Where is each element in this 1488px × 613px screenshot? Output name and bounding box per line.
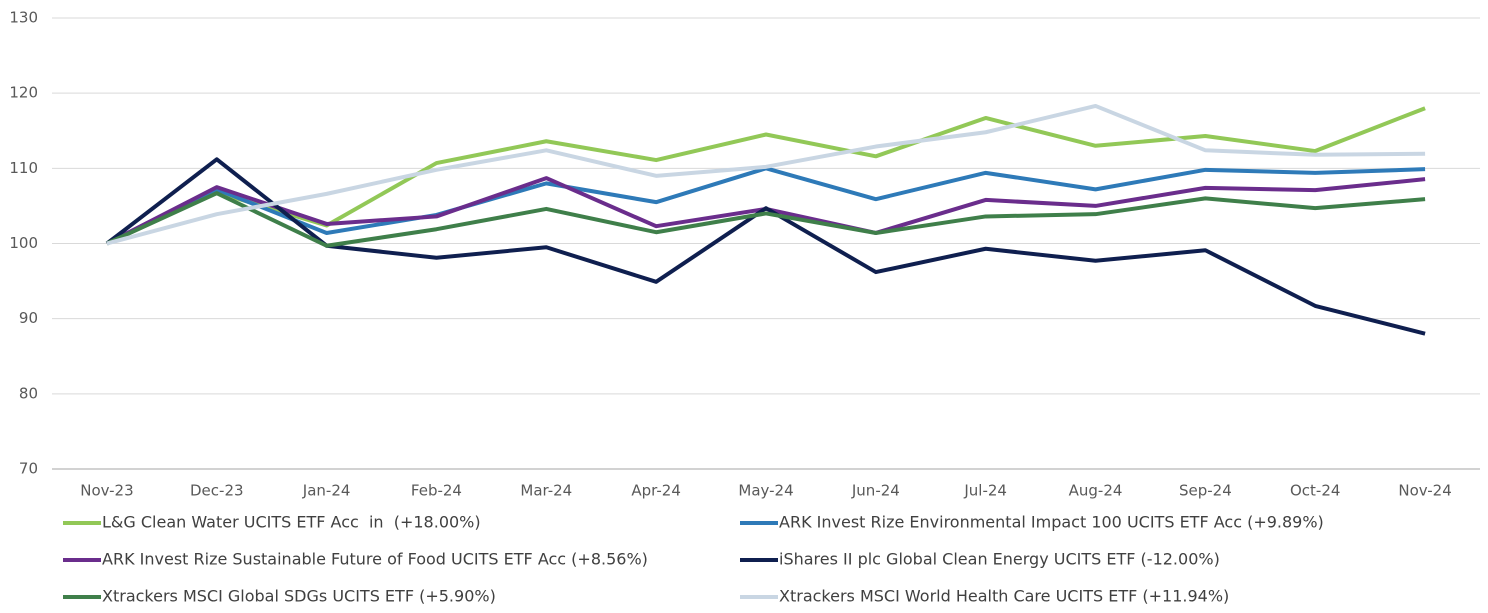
- x-tick-label: Feb-24: [411, 482, 462, 500]
- series-line: [106, 166, 1426, 246]
- legend-label: Xtrackers MSCI World Health Care UCITS E…: [779, 587, 1229, 606]
- x-tick-label: Aug-24: [1069, 482, 1123, 500]
- y-tick-label: 120: [9, 84, 38, 102]
- x-tick-label: Oct-24: [1290, 482, 1340, 500]
- x-tick-label: Nov-24: [1398, 482, 1451, 500]
- x-tick-label: May-24: [738, 482, 793, 500]
- x-tick-label: Mar-24: [520, 482, 572, 500]
- series-line: [106, 191, 1426, 248]
- y-tick-label: 130: [9, 9, 38, 27]
- legend-label: iShares II plc Global Clean Energy UCITS…: [779, 550, 1220, 569]
- legend-label: L&G Clean Water UCITS ETF Acc in (+18.00…: [102, 513, 481, 532]
- y-tick-label: 90: [19, 309, 38, 327]
- legend-label: ARK Invest Rize Environmental Impact 100…: [779, 513, 1324, 532]
- y-tick-label: 100: [9, 234, 38, 252]
- x-tick-label: Jul-24: [963, 482, 1007, 500]
- x-tick-label: Nov-23: [80, 482, 133, 500]
- x-tick-label: Dec-23: [190, 482, 244, 500]
- x-tick-label: Sep-24: [1179, 482, 1232, 500]
- legend-label: ARK Invest Rize Sustainable Future of Fo…: [102, 550, 648, 569]
- y-tick-label: 80: [19, 384, 38, 402]
- series-line: [105, 157, 1426, 336]
- legend-label: Xtrackers MSCI Global SDGs UCITS ETF (+5…: [102, 587, 496, 606]
- y-tick-label: 110: [9, 159, 38, 177]
- y-tick-label: 70: [19, 460, 38, 478]
- x-tick-label: Jan-24: [302, 482, 351, 500]
- x-tick-label: Apr-24: [631, 482, 681, 500]
- x-tick-label: Jun-24: [851, 482, 900, 500]
- series-line: [106, 103, 1426, 246]
